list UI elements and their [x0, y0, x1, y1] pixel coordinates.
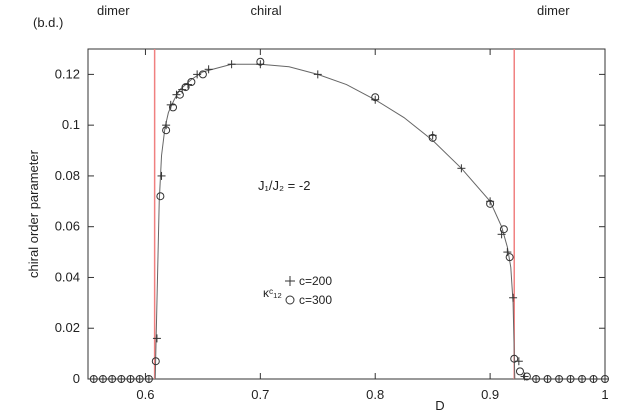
fit-curve-layer: [154, 63, 516, 380]
plus-marker: [532, 375, 541, 383]
circle-marker: [486, 199, 495, 208]
x-tick-label: 0.7: [251, 387, 269, 402]
legend-title: κᶜ₁₂: [263, 286, 282, 300]
circle-marker: [510, 354, 519, 363]
plus-marker: [117, 375, 126, 383]
circle-marker: [578, 375, 587, 383]
circle-marker: [187, 78, 196, 86]
circle-marker: [175, 90, 184, 99]
plus-marker: [543, 375, 552, 383]
x-axis-title: D: [435, 398, 444, 413]
legend-marker-plus: [285, 276, 295, 286]
y-tick-label: 0.12: [55, 66, 80, 81]
data-markers: [89, 57, 609, 383]
y-tick-label: 0.1: [62, 117, 80, 132]
plus-marker: [162, 121, 171, 130]
circle-marker: [151, 357, 160, 366]
circle-marker: [555, 375, 564, 383]
plus-marker: [126, 375, 135, 383]
circle-marker: [108, 375, 117, 383]
x-tick-label: 1: [601, 387, 608, 402]
plus-marker: [157, 171, 166, 180]
plus-marker: [313, 70, 322, 79]
plus-marker: [98, 375, 107, 383]
y-tick-label: 0: [73, 371, 80, 386]
x-tick-label: 0.6: [136, 387, 154, 402]
y-axis-title: chiral order parameter: [26, 149, 41, 278]
legend: κᶜ₁₂ c=200 c=300: [263, 274, 332, 307]
plus-marker: [152, 334, 161, 343]
circle-marker: [169, 103, 178, 112]
plus-marker: [555, 375, 564, 383]
plus-marker: [227, 60, 236, 69]
x-axis: 0.6 0.7 0.8 0.9 1: [136, 49, 609, 402]
y-tick-label: 0.02: [55, 320, 80, 335]
circle-marker: [156, 192, 165, 201]
plus-marker: [204, 65, 213, 74]
circle-marker: [515, 367, 524, 376]
transition-lines: [153, 49, 515, 379]
y-tick-label: 0.08: [55, 168, 80, 183]
circle-marker: [566, 375, 575, 383]
legend-label-c300: c=300: [299, 293, 332, 307]
y-tick-label: 0.04: [55, 269, 80, 284]
plus-marker: [108, 375, 117, 383]
circle-marker: [522, 372, 531, 381]
region-label: dimer: [97, 3, 130, 18]
circle-marker: [162, 126, 171, 135]
region-label: dimer: [537, 3, 570, 18]
circle-marker: [135, 375, 144, 383]
circle-marker: [499, 225, 508, 234]
legend-marker-circle: [285, 295, 295, 305]
legend-label-c200: c=200: [299, 274, 332, 288]
plus-marker: [509, 293, 518, 302]
x-tick-label: 0.8: [366, 387, 384, 402]
x-tick-label: 0.9: [481, 387, 499, 402]
coupling-annotation: J₁/J₂ = -2: [258, 178, 310, 193]
circle-marker: [505, 253, 514, 262]
circle-marker: [543, 375, 552, 383]
plus-marker: [144, 375, 153, 383]
circle-marker: [256, 57, 265, 66]
plus-marker: [135, 375, 144, 383]
circle-marker: [532, 375, 541, 383]
circle-marker: [589, 375, 598, 383]
region-sublabel: (b.d.): [33, 15, 63, 30]
circle-marker: [117, 375, 126, 383]
plus-marker: [457, 164, 466, 173]
circle-marker: [198, 70, 207, 79]
circle-marker: [126, 375, 135, 383]
fit-curve: [154, 63, 516, 380]
plus-marker: [578, 375, 587, 383]
y-axis: 0 0.02 0.04 0.06 0.08 0.1 0.12: [55, 66, 605, 386]
plus-marker: [566, 375, 575, 383]
circle-marker: [428, 133, 437, 142]
y-tick-label: 0.06: [55, 219, 80, 234]
circle-marker: [181, 83, 190, 92]
region-label: chiral: [251, 3, 282, 18]
circle-marker: [371, 93, 380, 102]
plot-frame: [87, 48, 606, 380]
circle-marker: [98, 375, 107, 383]
plus-marker: [589, 375, 598, 383]
region-labels: dimer chiral dimer: [97, 3, 570, 18]
